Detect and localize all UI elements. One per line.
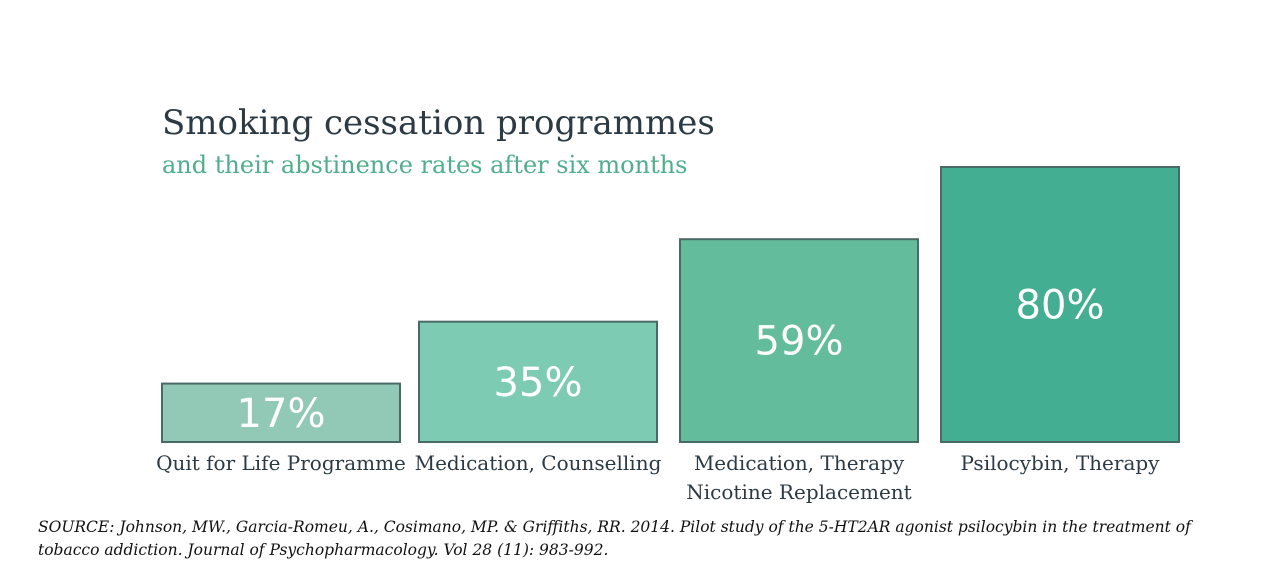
category-label-2: Medication, Counselling	[415, 451, 662, 475]
bar-value-label-4: 80%	[1016, 283, 1105, 329]
bar-value-label-1: 17%	[237, 391, 326, 437]
bar-4	[940, 166, 1180, 443]
bar-2	[418, 320, 658, 443]
category-label-4: Psilocybin, Therapy	[961, 451, 1161, 475]
bar-value-label-2: 35%	[494, 360, 583, 406]
bar-value-label-3: 59%	[755, 319, 844, 365]
source-note: SOURCE: Johnson, MW., Garcia-Romeu, A., …	[38, 518, 1191, 559]
bar-3	[679, 238, 919, 443]
chart-title: Smoking cessation programmes	[162, 103, 715, 143]
category-label-1: Quit for Life Programme	[156, 451, 406, 475]
chart-subtitle: and their abstinence rates after six mon…	[162, 151, 688, 179]
bars-group: 17% Quit for Life Programme 35% Medication,…	[156, 166, 1180, 504]
category-label-3: Medication, Therapy Nicotine Replacement	[686, 451, 911, 504]
bar-1	[161, 382, 401, 443]
